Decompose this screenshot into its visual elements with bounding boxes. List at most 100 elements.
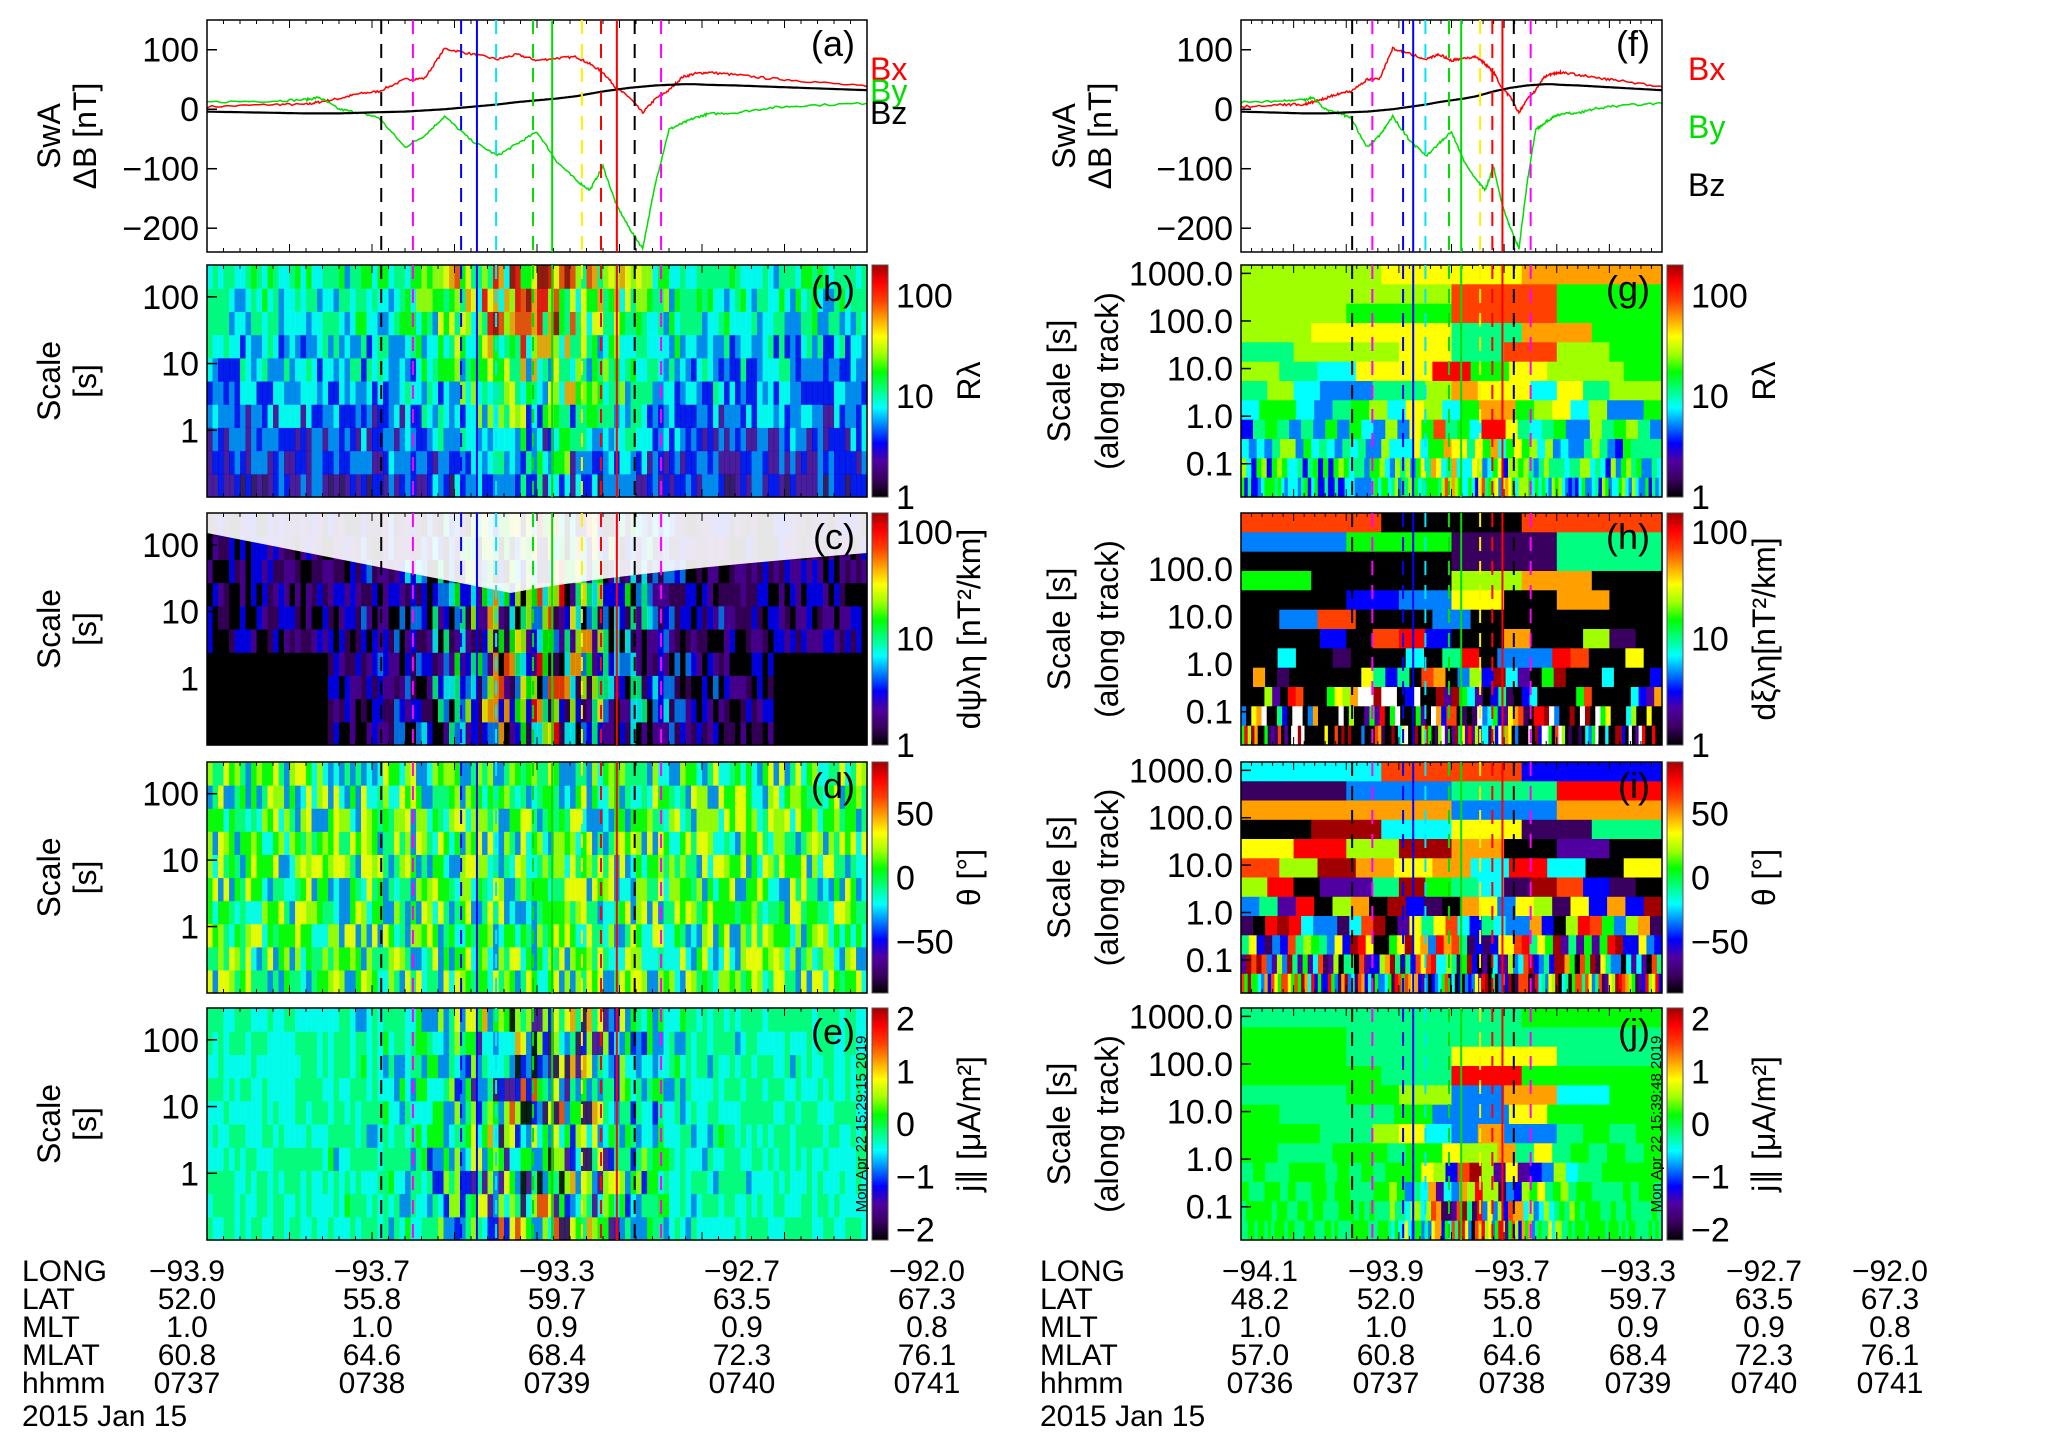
colorbar-i (1666, 761, 1684, 994)
ephemeris-value: 0737 (153, 1367, 221, 1400)
ephemeris-value: 0.9 (1617, 1311, 1659, 1344)
ephemeris-value: 64.6 (1482, 1339, 1542, 1372)
y-axis-label-d: [s] (67, 861, 103, 895)
axes-frame-e-minor-ticks (223, 1008, 851, 1240)
colorbar-label-c: dψλη [nT²/km] (951, 529, 987, 730)
ytick-label: 1 (180, 1155, 199, 1193)
axes-frame-d-minor-ticks (223, 762, 851, 993)
series-line-bz-a (206, 83, 868, 115)
ytick-label: 10.0 (1167, 351, 1233, 389)
panel-label-d: (d) (811, 765, 855, 806)
y-axis-label-d: Scale (31, 837, 67, 917)
ephemeris-value: 68.4 (1608, 1339, 1668, 1372)
ephemeris-value: 0738 (1478, 1367, 1546, 1400)
colorbar-g (1666, 264, 1684, 498)
y-axis-label-f: ΔB [nT] (1082, 83, 1118, 190)
ephemeris-value: 67.3 (897, 1283, 957, 1316)
legend-by: By (870, 73, 907, 109)
right-ephemeris-table: LONG −94.1 −93.9 −93.7 −93.3 −92.7 −92.0 LAT 48.… (1040, 1255, 2040, 1400)
colorbar-tick-label: 0 (896, 1106, 915, 1144)
y-axis-label-e: [s] (67, 1107, 103, 1141)
colorbar-label-e: j∥ [μA/m²] (951, 1056, 987, 1193)
ephemeris-value: 0741 (1856, 1367, 1924, 1400)
ephemeris-value: 1.0 (1239, 1311, 1281, 1344)
ephemeris-row-mlt: MLT 1.0 1.0 1.0 0.9 0.9 0.8 (1040, 1311, 2040, 1344)
axes-frame-i-minor-ticks (1251, 762, 1652, 993)
ephemeris-value: 76.1 (897, 1339, 957, 1372)
ytick-label: 1000.0 (1129, 998, 1233, 1036)
ytick-label: −200 (122, 210, 199, 248)
ytick-label: 100 (142, 776, 199, 814)
ephemeris-value: −92.0 (1852, 1255, 1928, 1288)
ytick-label: 1 (180, 412, 199, 450)
ephemeris-row-lat: LAT 52.0 55.8 59.7 63.5 67.3 (22, 1283, 956, 1316)
ephemeris-value: 1.0 (1365, 1311, 1407, 1344)
ephemeris-value: 64.6 (342, 1339, 402, 1372)
panel-label-g: (g) (1606, 268, 1650, 309)
ephemeris-row-long: LONG −94.1 −93.9 −93.7 −93.3 −92.7 −92.0 (1040, 1255, 2040, 1288)
ephemeris-value: 0741 (893, 1367, 961, 1400)
colorbar-tick-label: 2 (1691, 1001, 1710, 1039)
colorbar-tick-label: 0 (896, 860, 915, 898)
ephemeris-value: 0739 (1604, 1367, 1672, 1400)
ephemeris-row-label: MLAT (1040, 1339, 1118, 1372)
y-axis-label-c: Scale (31, 589, 67, 669)
colorbar-label-b: Rλ (951, 361, 987, 400)
ytick-label: 100 (142, 1022, 199, 1060)
ephemeris-value: 63.5 (1734, 1283, 1794, 1316)
colorbar-h (1666, 512, 1684, 746)
colorbar-tick-label: 100 (1691, 277, 1748, 315)
ytick-label: 1000.0 (1129, 255, 1233, 293)
colorbar-label-h: dξλη[nT²/km] (1746, 537, 1782, 720)
legend-bx: Bx (870, 51, 907, 87)
colorbar-tick-label: 10 (896, 378, 934, 416)
white-mask-region (207, 513, 867, 593)
colorbar-tick-label: −1 (896, 1159, 935, 1197)
colorbar-tick-label: −2 (1691, 1211, 1730, 1249)
ytick-label: 100.0 (1148, 303, 1233, 341)
ephemeris-value: 52.0 (157, 1283, 217, 1316)
y-axis-label-b: [s] (67, 364, 103, 398)
colorbar-tick-label: 10 (1691, 378, 1729, 416)
ephemeris-value: 60.8 (1356, 1339, 1416, 1372)
y-axis-label-b: Scale (31, 341, 67, 421)
ephemeris-value: 0.9 (1743, 1311, 1785, 1344)
ephemeris-value: −92.7 (704, 1255, 780, 1288)
ephemeris-row-label: MLT (22, 1311, 80, 1344)
ytick-label: 1.0 (1186, 1141, 1233, 1179)
colorbar-tick-label: 100 (896, 277, 953, 315)
panel-label-a: (a) (811, 23, 855, 64)
ephemeris-row-label: MLT (1040, 1311, 1098, 1344)
panel-label-j: (j) (1618, 1011, 1650, 1052)
ephemeris-row-label: LONG (22, 1255, 108, 1288)
colorbar-tick-label: −2 (896, 1211, 935, 1249)
ephemeris-value: −93.3 (519, 1255, 595, 1288)
colorbar-tick-label: 1 (896, 1053, 915, 1091)
y-axis-label-a: SwA (31, 102, 67, 168)
ytick-label: 1.0 (1186, 646, 1233, 684)
ephemeris-value: −93.9 (149, 1255, 225, 1288)
axes-frame-c-minor-ticks (223, 513, 851, 745)
ephemeris-value: 0.8 (906, 1311, 948, 1344)
y-axis-label-h: Scale [s] (1041, 568, 1077, 691)
ephemeris-value: 0736 (1226, 1367, 1294, 1400)
ephemeris-row-label: hhmm (22, 1367, 106, 1400)
y-axis-label-c: [s] (67, 612, 103, 646)
axes-frame-b-minor-ticks (223, 265, 851, 497)
colorbar-tick-label: 10 (1691, 620, 1729, 658)
legend-bz: Bz (870, 95, 907, 131)
colorbar-tick-label: 0 (1691, 860, 1710, 898)
colorbar-tick-label: 100 (1691, 514, 1748, 552)
colorbar-tick-label: 0 (1691, 1106, 1710, 1144)
plot-area-a (207, 20, 867, 252)
colorbar-label-i: θ [°] (1746, 849, 1782, 906)
right-date-label: 2015 Jan 15 (1040, 1400, 1206, 1433)
ytick-label: 10.0 (1167, 1094, 1233, 1132)
ephemeris-row-hhmm: hhmm 0736 0737 0738 0739 0740 0741 (1040, 1367, 2040, 1400)
ephemeris-value: 0738 (338, 1367, 406, 1400)
ephemeris-row-label: LAT (1040, 1283, 1093, 1316)
ephemeris-value: 63.5 (712, 1283, 772, 1316)
colorbar-tick-label: 1 (1691, 1053, 1710, 1091)
ytick-label: 100.0 (1148, 1046, 1233, 1084)
